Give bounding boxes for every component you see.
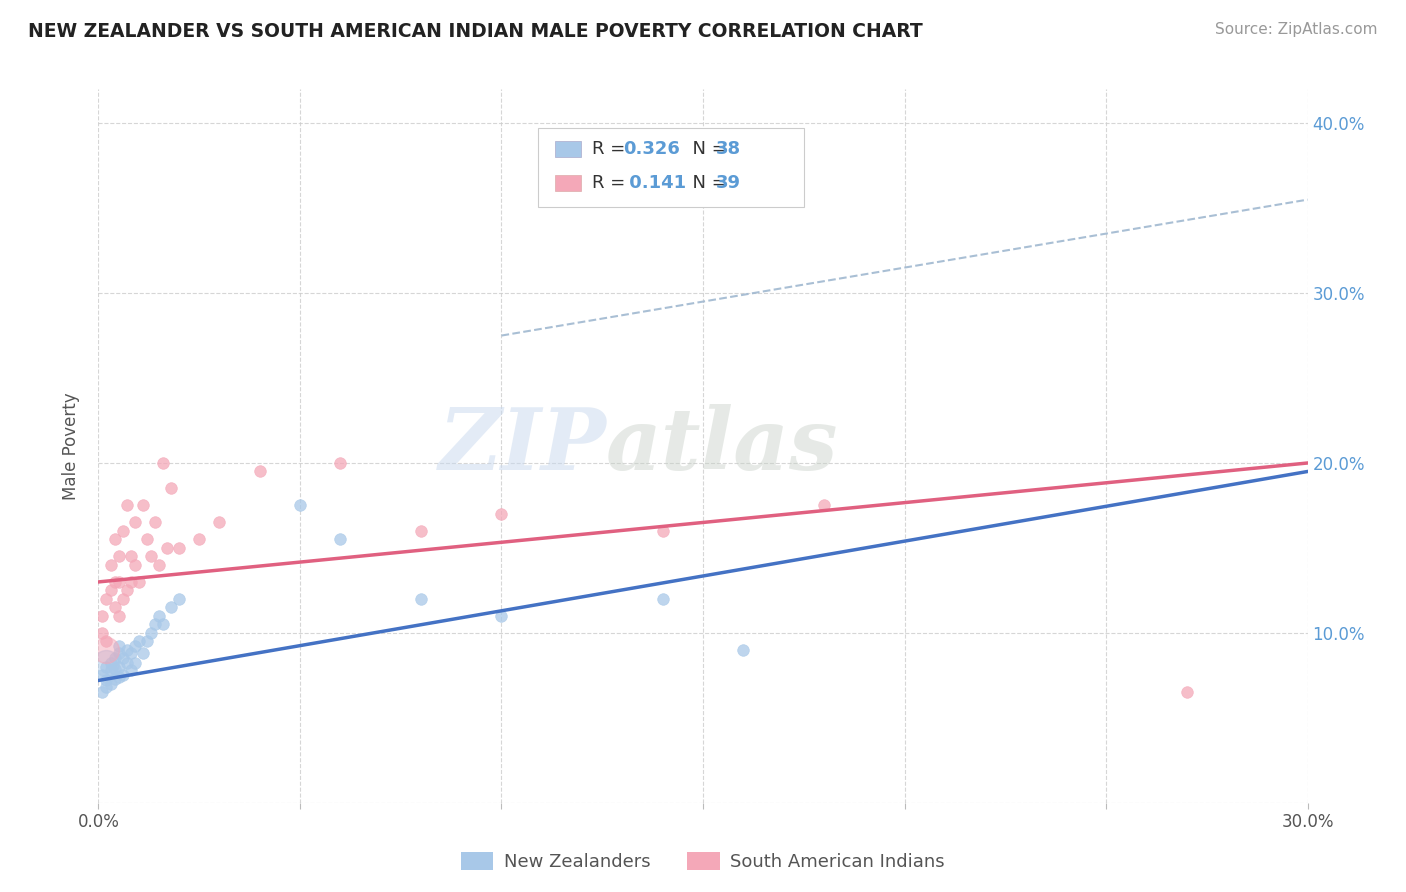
Point (128, 634, 150, 648)
Point (160, 600, 183, 615)
Text: 0.141: 0.141 (623, 174, 686, 192)
Point (115, 657, 138, 671)
Point (103, 672, 125, 686)
Text: ZIP: ZIP (439, 404, 606, 488)
Y-axis label: Male Poverty: Male Poverty (62, 392, 80, 500)
Point (167, 541, 190, 555)
Point (160, 482, 183, 496)
Point (100, 677, 122, 691)
Point (103, 662, 125, 676)
Point (111, 651, 134, 665)
Point (96, 643, 118, 657)
Point (148, 558, 170, 572)
Point (651, 524, 673, 538)
Point (115, 643, 138, 657)
Point (107, 670, 129, 684)
Point (167, 591, 190, 606)
Point (91, 608, 114, 623)
Point (813, 499, 835, 513)
Point (132, 499, 155, 513)
Text: atlas: atlas (606, 404, 839, 488)
Point (288, 499, 311, 513)
Text: NEW ZEALANDER VS SOUTH AMERICAN INDIAN MALE POVERTY CORRELATION CHART: NEW ZEALANDER VS SOUTH AMERICAN INDIAN M… (28, 22, 922, 41)
Point (103, 574, 125, 589)
Point (91, 668, 114, 682)
Point (91, 626, 114, 640)
Point (107, 660, 129, 674)
Point (733, 643, 755, 657)
Point (115, 499, 138, 513)
Point (91, 685, 114, 699)
Point (103, 651, 125, 665)
Point (139, 549, 162, 564)
Point (152, 617, 174, 632)
Point (103, 600, 125, 615)
Point (115, 583, 138, 598)
Text: N =: N = (681, 174, 733, 192)
Point (491, 507, 513, 521)
Point (96, 634, 118, 648)
Point (120, 663, 142, 677)
Point (107, 646, 129, 660)
Point (120, 549, 142, 564)
Point (111, 524, 134, 538)
Point (651, 591, 673, 606)
Point (103, 533, 125, 547)
Point (152, 456, 174, 470)
Point (139, 626, 162, 640)
Point (111, 668, 134, 682)
Point (96, 673, 118, 688)
Point (96, 591, 118, 606)
Text: 0.326: 0.326 (623, 140, 679, 158)
Point (132, 646, 155, 660)
Text: R =: R = (592, 140, 631, 158)
Point (124, 640, 146, 654)
Point (409, 524, 432, 538)
Point (107, 574, 129, 589)
Point (107, 549, 129, 564)
Point (249, 465, 271, 479)
Point (409, 591, 432, 606)
Legend: New Zealanders, South American Indians: New Zealanders, South American Indians (454, 845, 952, 879)
Point (208, 516, 231, 530)
Point (100, 583, 122, 598)
Point (143, 516, 166, 530)
Point (100, 663, 122, 677)
Point (329, 533, 352, 547)
Point (188, 533, 211, 547)
Point (135, 533, 157, 547)
Point (148, 608, 170, 623)
Point (111, 591, 134, 606)
Text: Source: ZipAtlas.com: Source: ZipAtlas.com (1215, 22, 1378, 37)
Point (135, 634, 157, 648)
Point (107, 640, 129, 654)
Text: N =: N = (681, 140, 733, 158)
Point (120, 574, 142, 589)
Point (143, 617, 166, 632)
Point (124, 516, 146, 530)
Text: 38: 38 (716, 140, 741, 158)
Point (120, 646, 142, 660)
Point (1175, 685, 1198, 699)
Point (156, 541, 179, 555)
Point (329, 456, 352, 470)
Point (96, 680, 118, 694)
Point (96, 657, 118, 671)
Point (124, 558, 146, 572)
Point (491, 608, 513, 623)
Point (100, 558, 122, 572)
Text: 39: 39 (716, 174, 741, 192)
Point (96, 660, 118, 674)
Point (124, 657, 146, 671)
Point (107, 608, 129, 623)
Point (100, 657, 122, 671)
Point (128, 574, 150, 589)
Text: R =: R = (592, 174, 631, 192)
